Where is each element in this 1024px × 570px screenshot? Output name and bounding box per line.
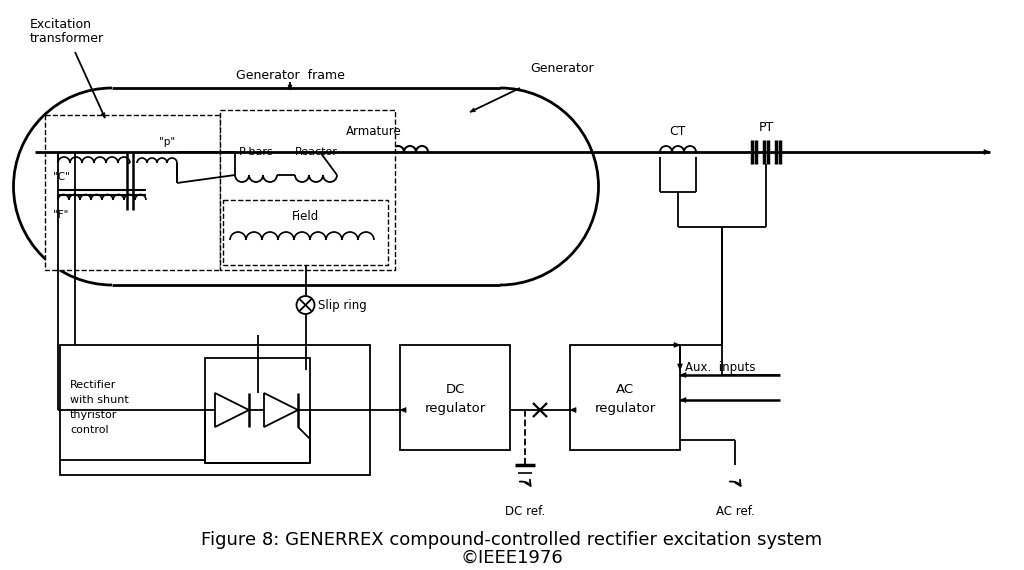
- Polygon shape: [680, 373, 686, 377]
- Text: "F": "F": [53, 210, 69, 220]
- Polygon shape: [680, 398, 686, 402]
- Polygon shape: [400, 408, 406, 413]
- Polygon shape: [215, 393, 249, 427]
- Text: transformer: transformer: [30, 32, 104, 45]
- Polygon shape: [470, 108, 475, 112]
- Bar: [205, 358, 310, 463]
- Polygon shape: [101, 113, 105, 118]
- Circle shape: [297, 296, 314, 314]
- Bar: [400, 345, 510, 450]
- Polygon shape: [678, 364, 682, 370]
- Text: AC ref.: AC ref.: [716, 505, 755, 518]
- Polygon shape: [570, 408, 575, 413]
- Text: control: control: [70, 425, 109, 435]
- Text: Slip ring: Slip ring: [318, 299, 368, 311]
- Polygon shape: [674, 343, 680, 347]
- Polygon shape: [984, 149, 990, 154]
- Text: Aux.  inputs: Aux. inputs: [685, 360, 756, 373]
- Text: with shunt: with shunt: [70, 395, 129, 405]
- Text: ©IEEE1976: ©IEEE1976: [461, 549, 563, 567]
- Text: regulator: regulator: [424, 402, 485, 415]
- Text: regulator: regulator: [594, 402, 655, 415]
- Text: Excitation: Excitation: [30, 18, 92, 31]
- Text: CT: CT: [670, 125, 686, 138]
- Text: Generator  frame: Generator frame: [236, 69, 344, 82]
- Text: P-bars: P-bars: [239, 147, 273, 157]
- Polygon shape: [264, 393, 298, 427]
- Text: PT: PT: [759, 121, 773, 134]
- Text: DC ref.: DC ref.: [505, 505, 545, 518]
- Bar: [45, 115, 220, 270]
- Text: Field: Field: [292, 210, 319, 223]
- Text: thyristor: thyristor: [70, 410, 118, 420]
- Text: DC: DC: [445, 383, 465, 396]
- Bar: [223, 200, 388, 265]
- Text: "p": "p": [159, 137, 175, 147]
- Bar: [60, 345, 370, 475]
- Text: Generator: Generator: [530, 62, 594, 75]
- Text: Rectifier: Rectifier: [70, 380, 117, 390]
- Bar: [570, 345, 680, 450]
- Text: "C": "C": [53, 172, 70, 182]
- Text: AC: AC: [616, 383, 634, 396]
- Bar: [220, 110, 395, 270]
- Text: Figure 8: GENERREX compound-controlled rectifier excitation system: Figure 8: GENERREX compound-controlled r…: [202, 531, 822, 549]
- Text: Reactor: Reactor: [295, 147, 338, 157]
- Text: Armature: Armature: [346, 125, 401, 138]
- Polygon shape: [288, 85, 292, 90]
